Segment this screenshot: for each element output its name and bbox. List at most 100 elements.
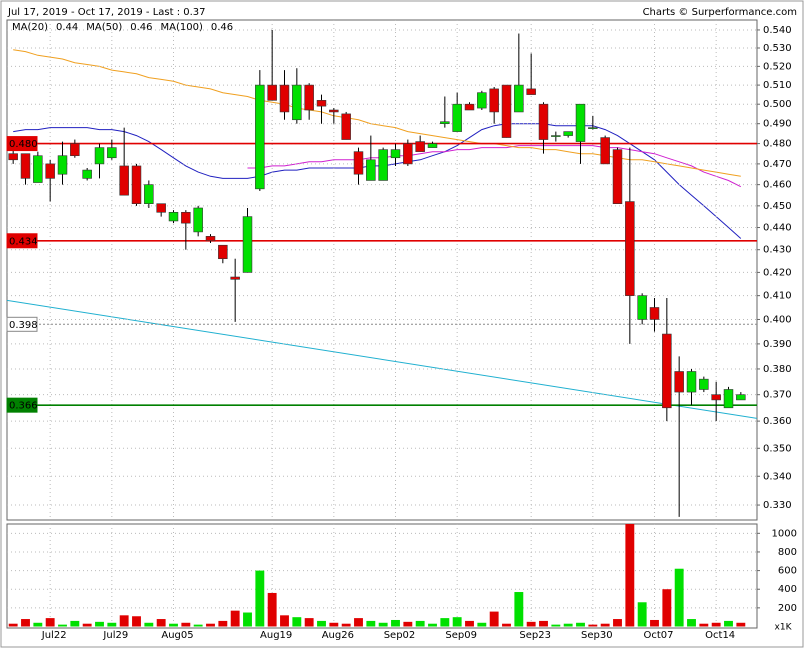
- candle-body: [82, 169, 92, 179]
- level-label: 0.398: [9, 320, 38, 331]
- y-tick-label: 0.420: [763, 267, 792, 278]
- candle-body: [477, 92, 487, 109]
- candle-body: [575, 103, 586, 142]
- y-tick-label: 400: [778, 584, 797, 595]
- volume-bar: [637, 602, 647, 627]
- legend-value: 0.44: [56, 22, 78, 33]
- candle-body: [600, 137, 610, 165]
- y-tick-label: 0.540: [763, 25, 792, 36]
- candle-body: [107, 147, 117, 159]
- candle-body: [341, 113, 351, 140]
- y-tick-label: 0.480: [763, 139, 792, 150]
- volume-bar: [711, 622, 721, 627]
- candle-body: [612, 149, 623, 204]
- y-tick-label: 0.330: [763, 500, 792, 511]
- candle-body: [242, 216, 253, 273]
- volume-bar: [354, 618, 363, 627]
- trend-line: [7, 299, 757, 419]
- level-label-box: [6, 397, 38, 413]
- candle-body: [674, 371, 684, 393]
- y-tick-label: 0.460: [763, 180, 792, 191]
- volume-bar: [218, 620, 228, 627]
- volume-unit: x1K: [775, 623, 793, 633]
- volume-bar: [415, 620, 425, 627]
- volume-bar: [33, 622, 43, 627]
- candle-body: [119, 165, 129, 196]
- candle-body: [156, 203, 166, 213]
- candle-body: [452, 103, 462, 132]
- y-tick-label: 0.380: [763, 364, 792, 375]
- volume-bar: [21, 619, 30, 627]
- volume-bar: [391, 619, 400, 627]
- volume-bar: [280, 615, 289, 627]
- candle-body: [168, 211, 179, 222]
- volume-bar: [428, 623, 437, 627]
- level-label-box: [6, 316, 38, 332]
- volume-bar: [687, 619, 696, 627]
- volume-bar: [378, 622, 388, 627]
- volume-bar: [576, 622, 585, 627]
- volume-bar: [329, 622, 339, 627]
- x-tick-label: Jul29: [102, 630, 128, 641]
- candle-body: [218, 244, 228, 260]
- candle-body: [57, 155, 68, 175]
- candle-body: [427, 143, 438, 148]
- candle-body: [20, 153, 31, 179]
- x-tick-label: Sep23: [519, 630, 551, 641]
- candle-body: [686, 371, 697, 393]
- candle-body: [366, 159, 376, 181]
- volume-bar: [317, 620, 326, 627]
- volume-bar: [144, 622, 154, 627]
- x-tick-label: Sep02: [384, 630, 416, 641]
- legend-value: 0.46: [130, 22, 152, 33]
- volume-bar: [82, 623, 92, 627]
- candle-body: [711, 394, 721, 401]
- volume-bar: [502, 623, 511, 627]
- volume-bar: [95, 621, 104, 627]
- y-tick-label: 0.500: [763, 99, 792, 110]
- volume-bar: [588, 624, 598, 627]
- volume-bar: [440, 618, 450, 627]
- y-tick-label: 0.430: [763, 245, 792, 256]
- y-tick-label: 0.470: [763, 159, 792, 170]
- legend-label: MA(50): [86, 22, 122, 33]
- y-tick-label: 0.360: [763, 416, 792, 427]
- candle-body: [514, 84, 524, 113]
- volume-bar: [341, 623, 351, 627]
- candle-body: [538, 103, 549, 140]
- legend-value: 0.46: [211, 22, 233, 33]
- candle-body: [144, 184, 154, 204]
- y-tick-label: 0.390: [763, 339, 792, 350]
- candle-body: [526, 88, 536, 95]
- ma-line: [247, 145, 742, 188]
- volume-bar: [613, 619, 622, 627]
- volume-bar: [625, 524, 635, 627]
- volume-bar: [70, 620, 80, 627]
- y-tick-label: 0.350: [763, 443, 792, 454]
- y-tick-label: 600: [778, 566, 797, 577]
- volume-bar: [255, 570, 265, 627]
- volume-bar: [699, 623, 709, 627]
- candle-body: [501, 84, 512, 138]
- candle-body: [662, 333, 672, 409]
- ma-line: [13, 123, 742, 239]
- volume-bar: [650, 619, 659, 627]
- x-tick-label: Oct14: [705, 630, 735, 641]
- candle-body: [94, 147, 105, 165]
- candle-body: [70, 143, 80, 157]
- volume-bar: [477, 622, 487, 627]
- price-panel: [6, 19, 758, 521]
- candle-body: [329, 109, 339, 113]
- candle-body: [193, 207, 203, 233]
- volume-bar: [169, 623, 178, 627]
- y-tick-label: 800: [778, 547, 797, 558]
- candle-body: [131, 165, 142, 204]
- volume-bar: [366, 620, 376, 627]
- volume-bar: [107, 622, 117, 627]
- level-label: 0.434: [9, 236, 38, 247]
- candle-body: [316, 100, 327, 107]
- y-tick-label: 0.410: [763, 291, 792, 302]
- candle-body: [230, 276, 240, 280]
- candle-body: [649, 307, 660, 320]
